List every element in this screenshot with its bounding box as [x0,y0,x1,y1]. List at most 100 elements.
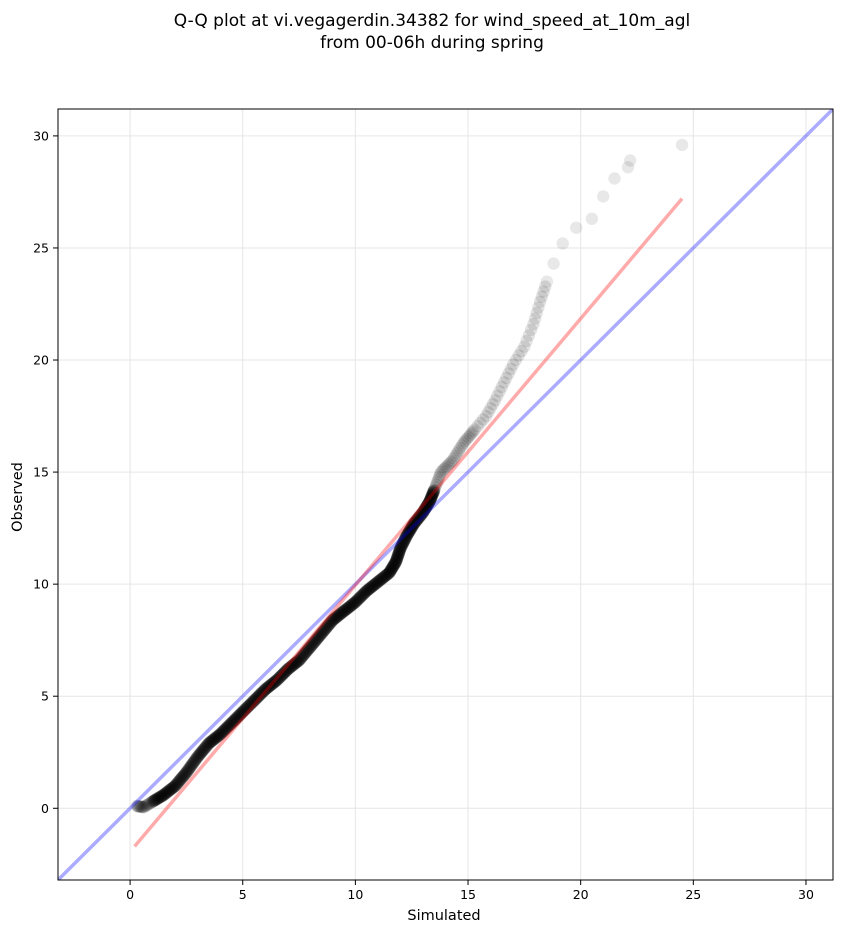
data-point [409,514,423,528]
data-point [265,678,278,691]
data-point [200,740,213,753]
data-point [270,674,283,687]
data-point [327,612,341,626]
data-point [131,800,144,813]
data-point [334,607,348,620]
data-point [144,796,157,810]
data-point [321,619,334,633]
data-point [405,521,418,535]
data-point [284,661,297,674]
data-point [290,656,303,669]
data-point [190,751,204,764]
data-point [423,495,436,508]
chart-subtitle: from 00-06h during spring [320,33,544,53]
data-point [381,567,395,581]
data-point [350,594,363,607]
data-point [384,563,398,576]
data-point [379,569,393,582]
data-point [163,784,176,797]
data-point [388,558,401,571]
data-point [179,767,192,780]
data-point [332,609,345,622]
data-point [237,704,251,717]
data-point [585,212,599,225]
data-point [180,765,194,778]
data-point [156,789,169,802]
data-point [352,592,366,605]
data-point [307,637,320,650]
data-point [400,529,413,542]
data-point [163,783,177,797]
data-point [319,622,332,636]
data-point [426,488,439,502]
data-point [140,798,154,812]
data-point [226,715,239,729]
data-point [624,154,637,167]
data-point [404,523,417,537]
data-point [366,580,379,593]
data-point [386,561,399,574]
data-point [248,693,261,707]
data-point [337,604,351,618]
data-point [194,746,207,760]
data-point [292,654,306,667]
data-point [159,787,172,800]
data-point [311,632,324,645]
data-point [230,711,244,724]
data-point [262,680,275,694]
data-point [280,664,293,677]
data-point [324,616,337,630]
data-point [397,536,410,549]
data-point [404,523,417,536]
data-point [455,439,469,452]
data-point [418,503,431,517]
data-point [182,763,195,776]
data-point [463,429,477,442]
data-point [393,543,407,556]
data-point [497,376,511,389]
data-point [486,398,499,411]
data-point [570,221,583,234]
data-point [408,516,422,529]
data-point [597,190,610,203]
data-point [393,545,406,559]
data-point [261,681,274,694]
data-point [524,323,538,336]
y-tick-label: 0 [41,801,49,816]
y-tick-label: 20 [33,353,49,368]
data-point [155,789,169,803]
data-point [438,462,451,476]
data-point [413,510,426,523]
data-point [420,500,433,513]
data-point [269,675,282,688]
data-point [211,730,224,743]
data-point [329,611,343,624]
data-point [269,674,283,688]
data-point [160,786,173,799]
data-point [255,686,269,699]
data-point [331,610,344,623]
data-point [250,691,264,704]
data-point [332,608,346,622]
data-point [392,548,405,561]
data-point [178,768,191,781]
data-point [433,468,447,481]
data-point [187,756,200,769]
data-point [194,747,207,760]
data-point [160,786,174,799]
data-point [373,574,386,588]
data-point [426,486,440,500]
data-point [244,697,258,710]
data-point [477,413,490,426]
data-point [320,621,333,634]
data-point [184,760,197,773]
data-point [169,779,182,793]
y-axis-label: Observed [10,462,26,532]
data-point [299,646,312,660]
data-point [275,669,288,682]
data-point [196,744,209,757]
data-point [442,457,456,471]
data-point [205,734,219,747]
data-point [349,595,362,609]
